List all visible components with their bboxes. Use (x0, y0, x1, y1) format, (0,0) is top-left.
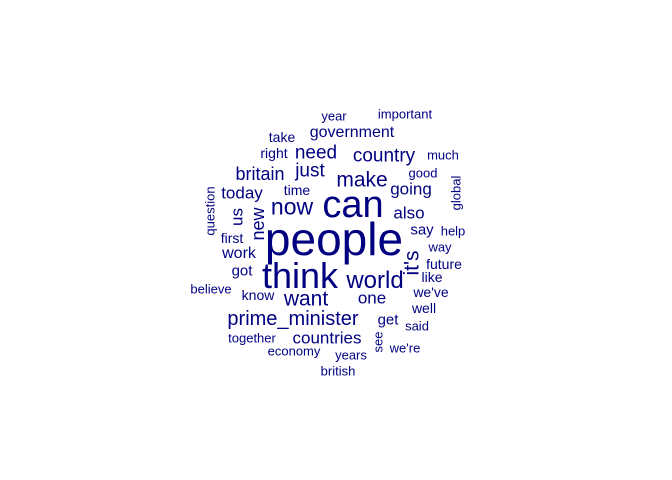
word-can: can (322, 184, 384, 226)
word-new: new (248, 207, 268, 241)
word-british: british (320, 363, 356, 379)
word-believe: believe (190, 281, 232, 297)
word-also: also (393, 203, 425, 223)
word-global: global (448, 175, 464, 211)
word-just: just (295, 160, 325, 182)
word-want: want (283, 287, 329, 311)
word-say: say (410, 221, 434, 239)
word-time: time (283, 182, 311, 198)
word-got: got (231, 262, 253, 280)
word-people: people (264, 213, 404, 265)
word-government: government (309, 124, 395, 141)
word-years: years (335, 347, 367, 363)
word-year: year (321, 108, 347, 124)
word-get: get (377, 311, 399, 329)
word-going: going (390, 179, 432, 199)
word-countries: countries (292, 328, 362, 348)
word-good: good (408, 165, 438, 181)
word-important: important (377, 106, 433, 122)
word-one: one (357, 288, 387, 308)
word-weve: we've (413, 284, 449, 300)
word-country: country (352, 145, 416, 167)
word-take: take (268, 129, 296, 145)
word-us: us (227, 208, 247, 226)
word-need: need (294, 142, 338, 164)
word-see: see (370, 331, 386, 353)
word-prime-minister: prime_minister (227, 308, 359, 330)
word-britain: britain (235, 164, 285, 184)
word-question: question (202, 186, 218, 236)
word-first: first (220, 230, 244, 246)
word-much: much (427, 147, 459, 163)
word-right: right (260, 145, 288, 161)
word-today: today (221, 183, 263, 203)
word-like: like (421, 269, 443, 285)
word-well: well (411, 300, 437, 316)
word-help: help (440, 223, 466, 239)
word-economy: economy (267, 343, 321, 359)
word-world: world (346, 267, 404, 294)
word-make: make (336, 168, 388, 192)
word-said: said (405, 318, 429, 334)
word-its: it's (400, 250, 424, 276)
word-know: know (241, 287, 275, 303)
word-were: we're (389, 340, 421, 356)
word-future: future (426, 256, 462, 272)
word-now: now (270, 193, 314, 220)
word-work: work (222, 245, 256, 262)
word-think: think (261, 255, 339, 296)
word-together: together (228, 330, 276, 346)
word-way: way (428, 239, 452, 255)
